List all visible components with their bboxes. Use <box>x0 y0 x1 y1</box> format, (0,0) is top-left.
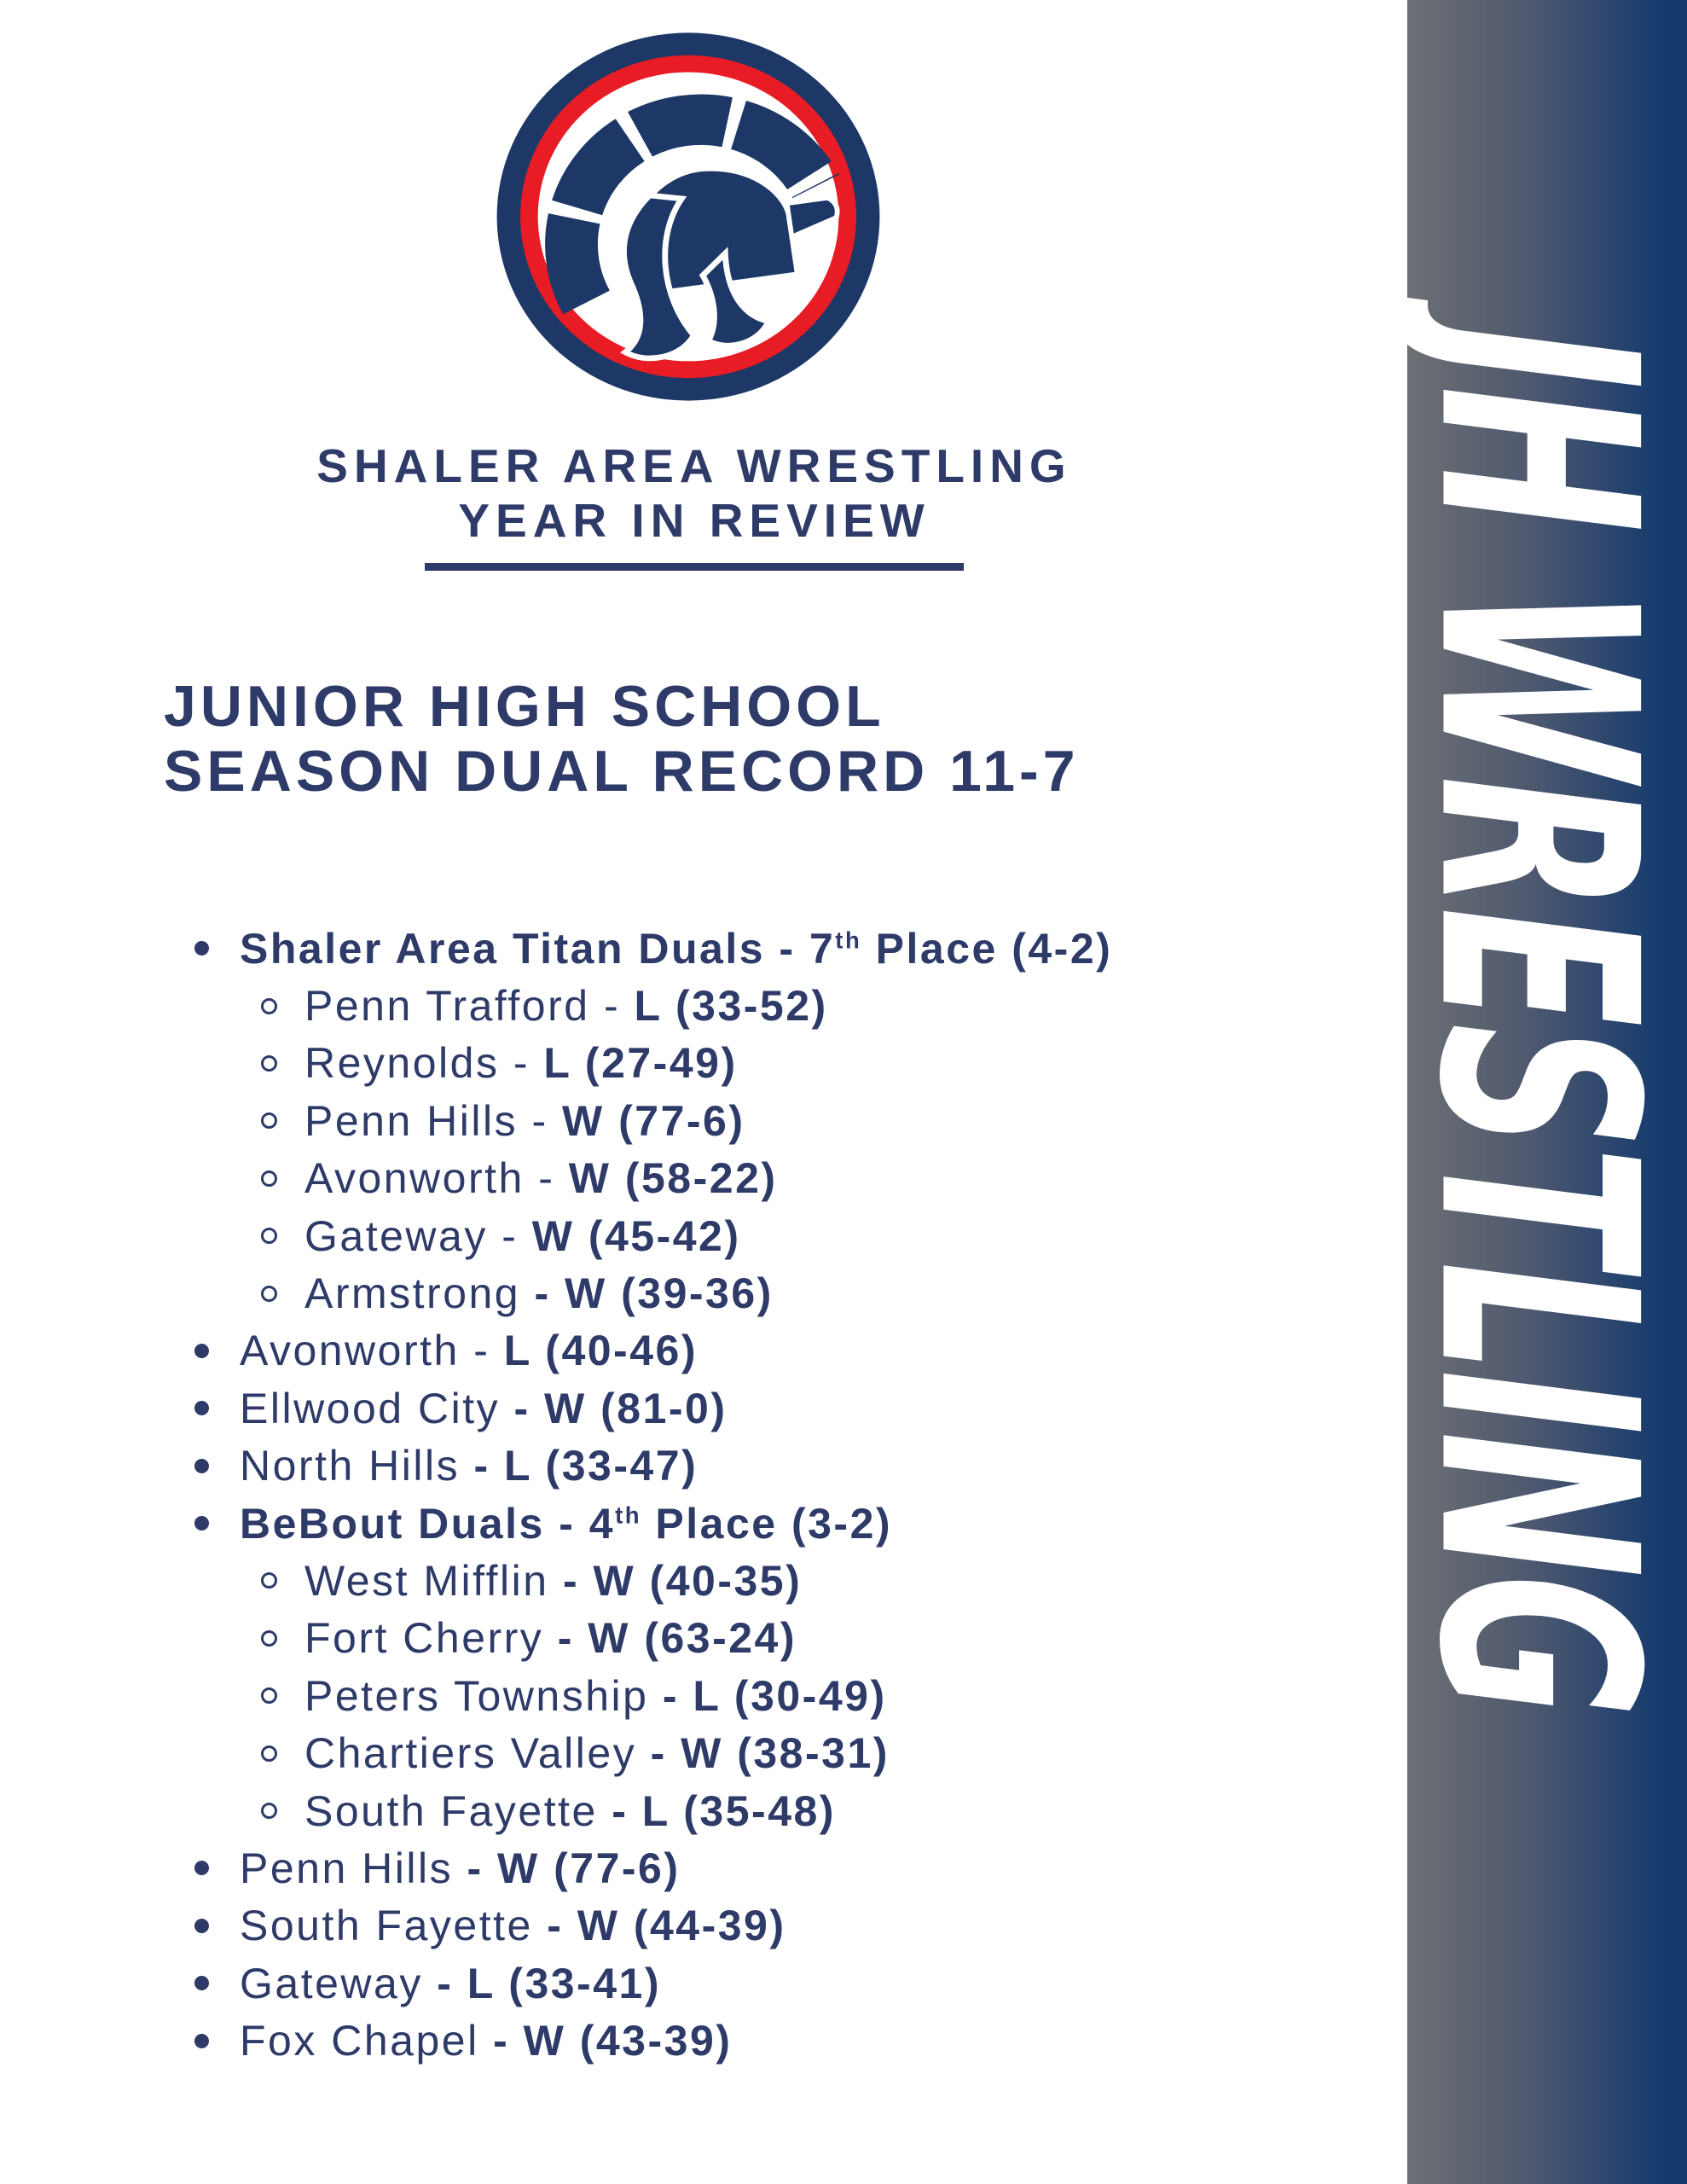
dual-result-text: Avonworth - L (40-46) <box>240 1327 698 1375</box>
dual-result-text: Shaler Area Titan Duals - 7th Place (4-2… <box>240 924 1113 973</box>
dual-result-item: Gateway - L (33-41) <box>194 1955 1371 2012</box>
dual-result-text: Avonworth - W (58-22) <box>304 1154 778 1203</box>
dual-result-subitem: Avonworth - W (58-22) <box>194 1150 1371 1207</box>
dual-result-item: Fox Chapel - W (43-39) <box>194 2012 1371 2069</box>
dual-result-text: Penn Hills - W (77-6) <box>304 1096 745 1145</box>
dual-result-subitem: South Fayette - L (35-48) <box>194 1782 1371 1839</box>
sidebar-gradient-band: JH WRESTLING <box>1378 0 1687 2184</box>
bullet-icon <box>194 1861 209 1876</box>
dual-result-text: Fort Cherry - W (63-24) <box>304 1614 797 1663</box>
dual-result-subitem: Penn Trafford - L (33-52) <box>194 977 1371 1034</box>
hollow-bullet-icon <box>261 1572 277 1589</box>
bullet-icon <box>194 1343 209 1358</box>
bullet-icon <box>194 1918 209 1933</box>
hollow-bullet-icon <box>261 1285 277 1302</box>
bullet-icon <box>194 1516 209 1531</box>
dual-result-text: Penn Hills - W (77-6) <box>240 1844 681 1892</box>
dual-result-subitem: Chartiers Valley - W (38-31) <box>194 1724 1371 1781</box>
dual-result-text: Chartiers Valley - W (38-31) <box>304 1729 890 1778</box>
hollow-bullet-icon <box>261 1687 277 1705</box>
dual-result-subitem: Penn Hills - W (77-6) <box>194 1092 1371 1149</box>
dual-result-subitem: Armstrong - W (39-36) <box>194 1264 1371 1321</box>
hollow-bullet-icon <box>261 1745 277 1762</box>
page-title: SHALER AREA WRESTLING <box>316 439 1072 492</box>
dual-result-text: Armstrong - W (39-36) <box>304 1269 774 1318</box>
section-heading-line2: SEASON DUAL RECORD 11-7 <box>164 739 1080 804</box>
dual-result-text: Gateway - W (45-42) <box>304 1211 741 1260</box>
dual-result-text: Reynolds - L (27-49) <box>304 1039 738 1088</box>
dual-result-text: South Fayette - L (35-48) <box>304 1786 836 1835</box>
dual-result-item: Penn Hills - W (77-6) <box>194 1839 1371 1896</box>
bullet-icon <box>194 1976 209 1991</box>
hollow-bullet-icon <box>261 997 277 1014</box>
dual-result-text: South Fayette - W (44-39) <box>240 1902 786 1950</box>
dual-result-text: Ellwood City - W (81-0) <box>240 1384 728 1432</box>
section-heading-line1: JUNIOR HIGH SCHOOL <box>164 674 885 739</box>
hollow-bullet-icon <box>261 1803 277 1820</box>
shaler-titans-logo <box>493 29 884 404</box>
dual-record-list: Shaler Area Titan Duals - 7th Place (4-2… <box>194 920 1371 2070</box>
dual-result-subitem: Reynolds - L (27-49) <box>194 1035 1371 1092</box>
dual-result-item: BeBout Duals - 4th Place (3-2) <box>194 1495 1371 1552</box>
dual-result-text: BeBout Duals - 4th Place (3-2) <box>240 1499 893 1548</box>
title-block: SHALER AREA WRESTLING YEAR IN REVIEW <box>0 439 1388 571</box>
sidebar-vertical-text: JH WRESTLING <box>1378 324 1687 1715</box>
hollow-bullet-icon <box>261 1629 277 1647</box>
dual-result-subitem: West Mifflin - W (40-35) <box>194 1552 1371 1609</box>
dual-result-item: Avonworth - L (40-46) <box>194 1322 1371 1380</box>
dual-result-item: Ellwood City - W (81-0) <box>194 1380 1371 1437</box>
dual-result-text: Gateway - L (33-41) <box>240 1959 661 2007</box>
dual-result-item: North Hills - L (33-47) <box>194 1438 1371 1495</box>
dual-result-text: North Hills - L (33-47) <box>240 1442 699 1490</box>
dual-result-text: Fox Chapel - W (43-39) <box>240 2017 733 2065</box>
hollow-bullet-icon <box>261 1054 277 1072</box>
bullet-icon <box>194 941 209 956</box>
section-heading: JUNIOR HIGH SCHOOL SEASON DUAL RECORD 11… <box>164 674 1080 804</box>
dual-result-subitem: Fort Cherry - W (63-24) <box>194 1610 1371 1667</box>
dual-result-subitem: Gateway - W (45-42) <box>194 1207 1371 1264</box>
dual-result-subitem: Peters Township - L (30-49) <box>194 1667 1371 1724</box>
dual-result-item: South Fayette - W (44-39) <box>194 1897 1371 1955</box>
title-underline <box>425 563 964 571</box>
page-subtitle: YEAR IN REVIEW <box>458 494 930 547</box>
dual-result-text: West Mifflin - W (40-35) <box>304 1556 803 1605</box>
bullet-icon <box>194 1401 209 1416</box>
dual-result-text: Peters Township - L (30-49) <box>304 1671 887 1720</box>
dual-result-text: Penn Trafford - L (33-52) <box>304 982 828 1031</box>
bullet-icon <box>194 1458 209 1473</box>
hollow-bullet-icon <box>261 1228 277 1245</box>
hollow-bullet-icon <box>261 1170 277 1187</box>
bullet-icon <box>194 2033 209 2048</box>
dual-result-item: Shaler Area Titan Duals - 7th Place (4-2… <box>194 920 1371 977</box>
hollow-bullet-icon <box>261 1112 277 1130</box>
titan-helmet-icon <box>496 32 880 401</box>
